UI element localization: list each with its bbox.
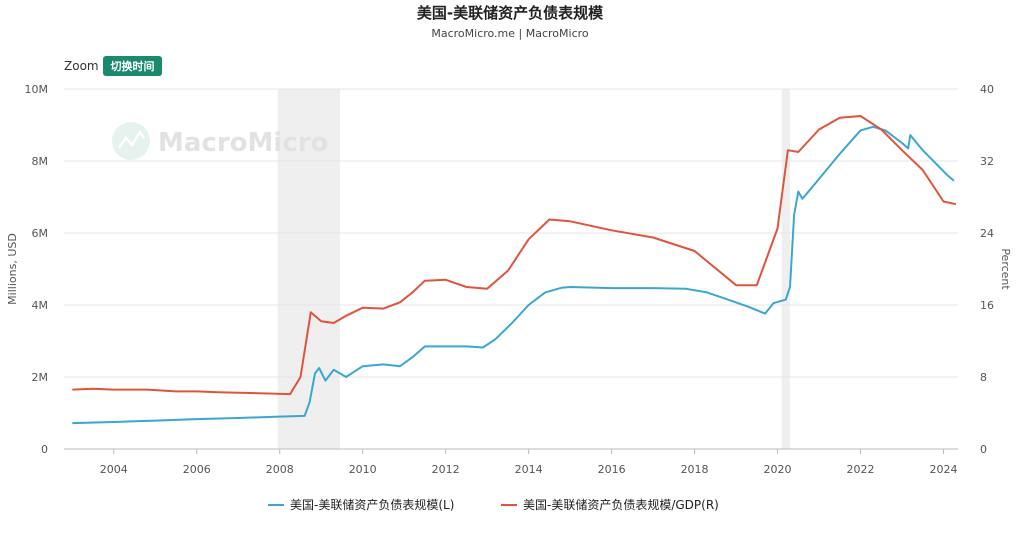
watermark-logo-icon xyxy=(112,122,150,160)
y-left-tick-label: 4M xyxy=(32,299,49,312)
chart-subtitle: MacroMicro.me | MacroMicro xyxy=(431,27,589,40)
y-left-axis-title: Millions, USD xyxy=(6,233,19,305)
legend: 美国-美联储资产负债表规模(L) 美国-美联储资产负债表规模/GDP(R) xyxy=(268,497,719,512)
y-left-tick-label: 2M xyxy=(32,371,49,384)
x-tick-label: 2010 xyxy=(349,463,377,476)
x-tick-label: 2008 xyxy=(266,463,294,476)
y-left-tick-label: 10M xyxy=(25,83,49,96)
watermark: MacroMicro xyxy=(112,122,328,160)
y-right-tick-label: 24 xyxy=(980,227,994,240)
x-tick-label: 2022 xyxy=(847,463,875,476)
chart-title: 美国-美联储资产负债表规模 xyxy=(417,4,604,22)
x-tick-label: 2018 xyxy=(681,463,709,476)
y-right-axis-title: Percent xyxy=(999,248,1012,290)
y-left-tick-label: 6M xyxy=(32,227,49,240)
y-left-tick-label: 8M xyxy=(32,155,49,168)
zoom-control: Zoom 切换时间 xyxy=(64,56,162,76)
x-tick-label: 2016 xyxy=(598,463,626,476)
y-right-tick-label: 16 xyxy=(980,299,994,312)
x-tick-label: 2024 xyxy=(929,463,957,476)
x-tick-label: 2014 xyxy=(515,463,543,476)
y-right-tick-label: 0 xyxy=(980,443,987,456)
recession-shading xyxy=(278,89,790,449)
legend-item-label: 美国-美联储资产负债表规模(L) xyxy=(290,497,454,512)
zoom-toggle-button[interactable]: 切换时间 xyxy=(103,56,162,76)
x-tick-label: 2020 xyxy=(764,463,792,476)
y-right-tick-label: 32 xyxy=(980,155,994,168)
zoom-label: Zoom xyxy=(64,59,99,73)
y-right-tick-label: 8 xyxy=(980,371,987,384)
y-right-tick-label: 40 xyxy=(980,83,994,96)
recession-band xyxy=(782,89,790,449)
zoom-toggle-button-label[interactable]: 切换时间 xyxy=(111,59,155,73)
legend-item-label: 美国-美联储资产负债表规模/GDP(R) xyxy=(523,497,719,512)
y-left-tick-label: 0 xyxy=(41,443,48,456)
watermark-text: MacroMicro xyxy=(158,128,328,158)
x-tick-label: 2012 xyxy=(432,463,460,476)
x-tick-label: 2006 xyxy=(183,463,211,476)
series-line-1 xyxy=(72,127,954,423)
x-tick-label: 2004 xyxy=(100,463,128,476)
